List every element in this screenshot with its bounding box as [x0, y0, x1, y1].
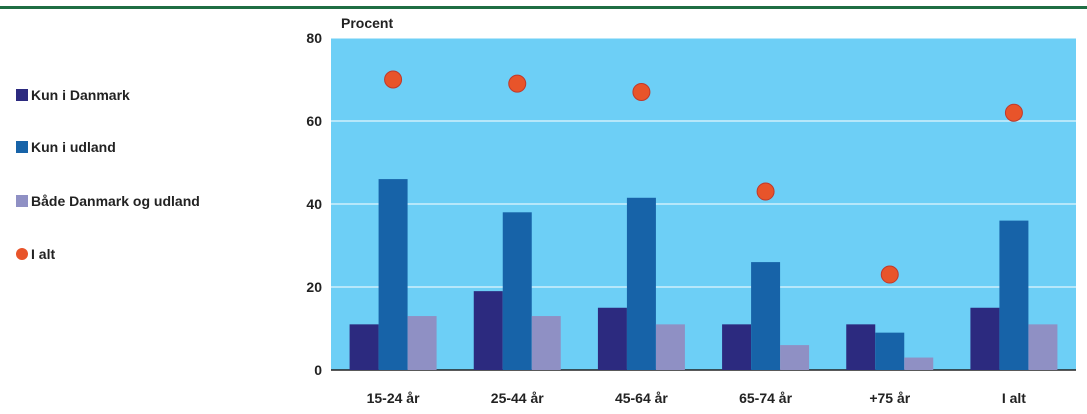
bar-kun-i-danmark-5 — [970, 307, 1000, 370]
bar-kun-i-danmark-4 — [846, 324, 876, 370]
legend-label-kun-i-udland: Kun i udland — [31, 139, 116, 155]
legend-label-i-alt: I alt — [31, 246, 56, 262]
legend-item-kun-i-udland: Kun i udland — [16, 139, 116, 155]
legend-item-kun-i-danmark: Kun i Danmark — [16, 87, 130, 103]
legend-item-baade-danmark-og-udland: Både Danmark og udland — [16, 193, 200, 209]
y-tick-label-0: 0 — [314, 362, 322, 378]
y-axis-label: Procent — [341, 15, 393, 31]
y-tick-label-40: 40 — [306, 196, 322, 212]
bar-b-de-danmark-og-udland-0 — [407, 316, 437, 370]
bar-b-de-danmark-og-udland-2 — [655, 324, 685, 370]
bar-b-de-danmark-og-udland-5 — [1028, 324, 1058, 370]
top-rule — [0, 6, 1087, 9]
bar-b-de-danmark-og-udland-4 — [904, 357, 934, 370]
x-tick-label-3: 65-74 år — [739, 390, 792, 406]
x-tick-label-0: 15-24 år — [367, 390, 420, 406]
bar-b-de-danmark-og-udland-1 — [531, 316, 561, 370]
y-tick-label-60: 60 — [306, 113, 322, 129]
bar-kun-i-danmark-3 — [722, 324, 752, 370]
y-tick-label-80: 80 — [306, 30, 322, 46]
y-tick-label-20: 20 — [306, 279, 322, 295]
legend-swatch-kun-i-danmark — [16, 89, 28, 101]
bar-kun-i-udland-2 — [626, 197, 656, 370]
dot-i-alt-3 — [756, 182, 775, 201]
legend-swatch-kun-i-udland — [16, 141, 28, 153]
bar-kun-i-danmark-1 — [473, 291, 503, 370]
x-tick-label-4: +75 år — [869, 390, 910, 406]
legend-swatch-baade-danmark-og-udland — [16, 195, 28, 207]
dot-i-alt-2 — [632, 82, 651, 101]
bar-kun-i-danmark-0 — [349, 324, 379, 370]
dot-i-alt-5 — [1004, 103, 1023, 122]
x-tick-label-2: 45-64 år — [615, 390, 668, 406]
bar-kun-i-udland-3 — [751, 262, 781, 370]
legend-dot-i-alt — [16, 248, 28, 260]
dot-i-alt-0 — [384, 70, 403, 89]
bar-kun-i-udland-5 — [999, 220, 1029, 370]
dot-i-alt-4 — [880, 265, 899, 284]
bar-kun-i-danmark-2 — [597, 307, 627, 370]
dot-i-alt-1 — [508, 74, 527, 93]
bar-kun-i-udland-0 — [378, 179, 408, 370]
legend-label-kun-i-danmark: Kun i Danmark — [31, 87, 130, 103]
x-tick-label-1: 25-44 år — [491, 390, 544, 406]
legend-item-i-alt: I alt — [16, 246, 55, 262]
bar-b-de-danmark-og-udland-3 — [780, 345, 810, 370]
bar-kun-i-udland-4 — [875, 332, 905, 370]
bar-kun-i-udland-1 — [502, 212, 532, 370]
legend-label-baade-danmark-og-udland: Både Danmark og udland — [31, 193, 200, 209]
x-tick-label-5: I alt — [1002, 390, 1026, 406]
